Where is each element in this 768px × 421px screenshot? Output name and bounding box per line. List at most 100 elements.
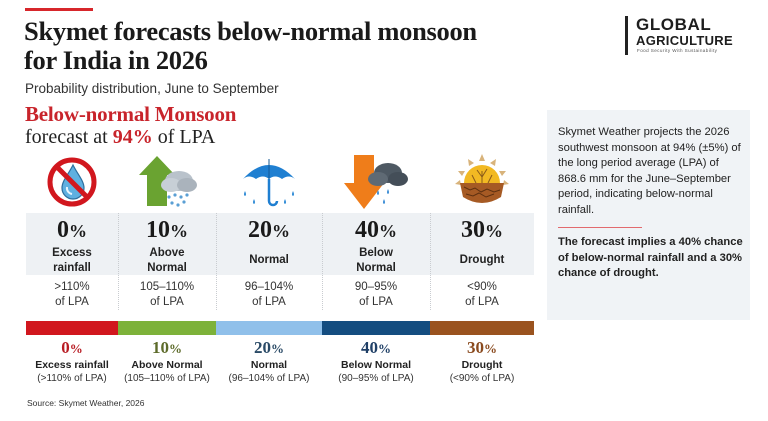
logo-line-2: AGRICULTURE — [636, 33, 733, 48]
color-segment-normal — [216, 321, 322, 335]
legend-percent-sign: % — [378, 341, 391, 356]
percent-sign: % — [170, 221, 188, 241]
legend-value: 10 — [152, 338, 169, 357]
column-divider — [118, 213, 119, 310]
legend-value: 40 — [361, 338, 378, 357]
category-label: Below Normal — [322, 246, 430, 276]
column-divider — [430, 213, 431, 310]
range-line: <90% — [467, 281, 497, 293]
category-label: Excess rainfall — [26, 246, 118, 276]
label-line: Below — [359, 247, 393, 259]
color-segment-below — [322, 321, 430, 335]
percent-sign: % — [485, 221, 503, 241]
info-box: Skymet Weather projects the 2026 southwe… — [547, 110, 750, 320]
legend-name: Above Normal — [131, 359, 203, 371]
logo-bar — [625, 16, 628, 55]
range-line: of LPA — [359, 296, 393, 308]
legend-value: 30 — [467, 338, 484, 357]
category-probability: 10% — [118, 217, 216, 244]
probability-value: 0 — [57, 217, 69, 243]
category-column-drought: 30% Drought <90% of LPA — [430, 150, 534, 310]
legend-range: (<90% of LPA) — [449, 373, 515, 384]
title-accent-line — [25, 8, 93, 11]
percent-sign: % — [379, 221, 397, 241]
category-label: Drought — [430, 253, 534, 268]
probability-value: 10 — [146, 217, 170, 243]
legend-item-below: 40% Below Normal (90–95% of LPA) — [322, 338, 430, 385]
legend-item-drought: 30% Drought (<90% of LPA) — [430, 338, 534, 385]
probability-value: 40 — [355, 217, 379, 243]
legend-range: (96–104% of LPA) — [228, 373, 310, 384]
category-column-normal: 20% Normal 96–104% of LPA — [216, 150, 322, 310]
range-line: of LPA — [150, 296, 184, 308]
info-divider — [558, 227, 642, 228]
highlight-lpa-value: 94% — [112, 126, 153, 148]
page-title: Skymet forecasts below-normal monsoon fo… — [24, 16, 477, 75]
label-line: Normal — [147, 262, 187, 274]
legend-percent-sign: % — [69, 341, 83, 356]
legend-probability: 40% — [322, 338, 430, 359]
category-probability: 20% — [216, 217, 322, 244]
category-probability: 40% — [322, 217, 430, 244]
label-line: Normal — [249, 254, 289, 266]
up-arrow-rain-cloud-icon — [135, 153, 199, 211]
color-segment-drought — [430, 321, 534, 335]
legend-probability: 10% — [118, 338, 216, 359]
legend-value: 0 — [61, 338, 70, 357]
umbrella-rain-icon — [237, 153, 301, 211]
legend-percent-sign: % — [271, 341, 284, 356]
range-line: 90–95% — [354, 281, 398, 293]
range-line: of LPA — [465, 296, 499, 308]
label-line: rainfall — [53, 262, 91, 274]
legend-item-excess: 0% Excess rainfall (>110% of LPA) — [26, 338, 118, 385]
legend-range: (90–95% of LPA) — [338, 373, 414, 384]
range-line: of LPA — [55, 296, 89, 308]
highlight-prefix: forecast at — [25, 126, 113, 148]
label-line: Drought — [459, 254, 505, 266]
highlight-title: Below-normal Monsoon — [25, 102, 237, 126]
category-lpa-range: 105–110% of LPA — [118, 280, 216, 310]
category-column-below: 40% Below Normal 90–95% of LPA — [322, 150, 430, 310]
legend-probability: 30% — [430, 338, 534, 359]
category-lpa-range: 90–95% of LPA — [322, 280, 430, 310]
logo-tagline: Food Security With Sustainability — [637, 48, 718, 53]
source-note: Source: Skymet Weather, 2026 — [27, 398, 145, 408]
category-color-bar — [26, 321, 534, 335]
highlight-forecast: forecast at 94% of LPA — [25, 126, 215, 149]
legend-percent-sign: % — [169, 341, 182, 356]
legend-item-above: 10% Above Normal (105–110% of LPA) — [118, 338, 216, 385]
legend-name: Normal — [250, 359, 288, 371]
probability-value: 20 — [248, 217, 272, 243]
category-label: Above Normal — [118, 246, 216, 276]
legend-probability: 0% — [26, 338, 118, 359]
range-line: 96–104% — [244, 281, 294, 293]
category-lpa-range: >110% of LPA — [26, 280, 118, 310]
legend-percent-sign: % — [484, 341, 497, 356]
percent-sign: % — [272, 221, 290, 241]
subtitle: Probability distribution, June to Septem… — [25, 81, 279, 96]
legend-name: Drought — [461, 359, 503, 371]
label-line: Normal — [356, 262, 396, 274]
category-probability: 30% — [430, 217, 534, 244]
range-line: 105–110% — [139, 281, 195, 293]
range-line: of LPA — [252, 296, 286, 308]
legend-range: (105–110% of LPA) — [124, 373, 210, 384]
sun-cracked-earth-icon — [450, 153, 514, 211]
category-lpa-range: 96–104% of LPA — [216, 280, 322, 310]
category-probability: 0% — [26, 217, 118, 244]
legend-range: (>110% of LPA) — [37, 373, 107, 384]
legend-item-normal: 20% Normal (96–104% of LPA) — [216, 338, 322, 385]
header-band — [26, 213, 534, 275]
logo-line-1: GLOBAL — [636, 15, 712, 34]
legend-value: 20 — [254, 338, 271, 357]
column-divider — [216, 213, 217, 310]
category-legend: 0% Excess rainfall (>110% of LPA) 10% Above … — [26, 338, 534, 388]
no-rain-icon — [40, 153, 104, 211]
category-column-above: 10% Above Normal 105–110% of LPA — [118, 150, 216, 310]
label-line: Excess — [52, 247, 92, 259]
percent-sign: % — [69, 221, 87, 241]
label-line: Above — [149, 247, 185, 259]
legend-probability: 20% — [216, 338, 322, 359]
category-label: Normal — [216, 253, 322, 268]
column-divider — [322, 213, 323, 310]
